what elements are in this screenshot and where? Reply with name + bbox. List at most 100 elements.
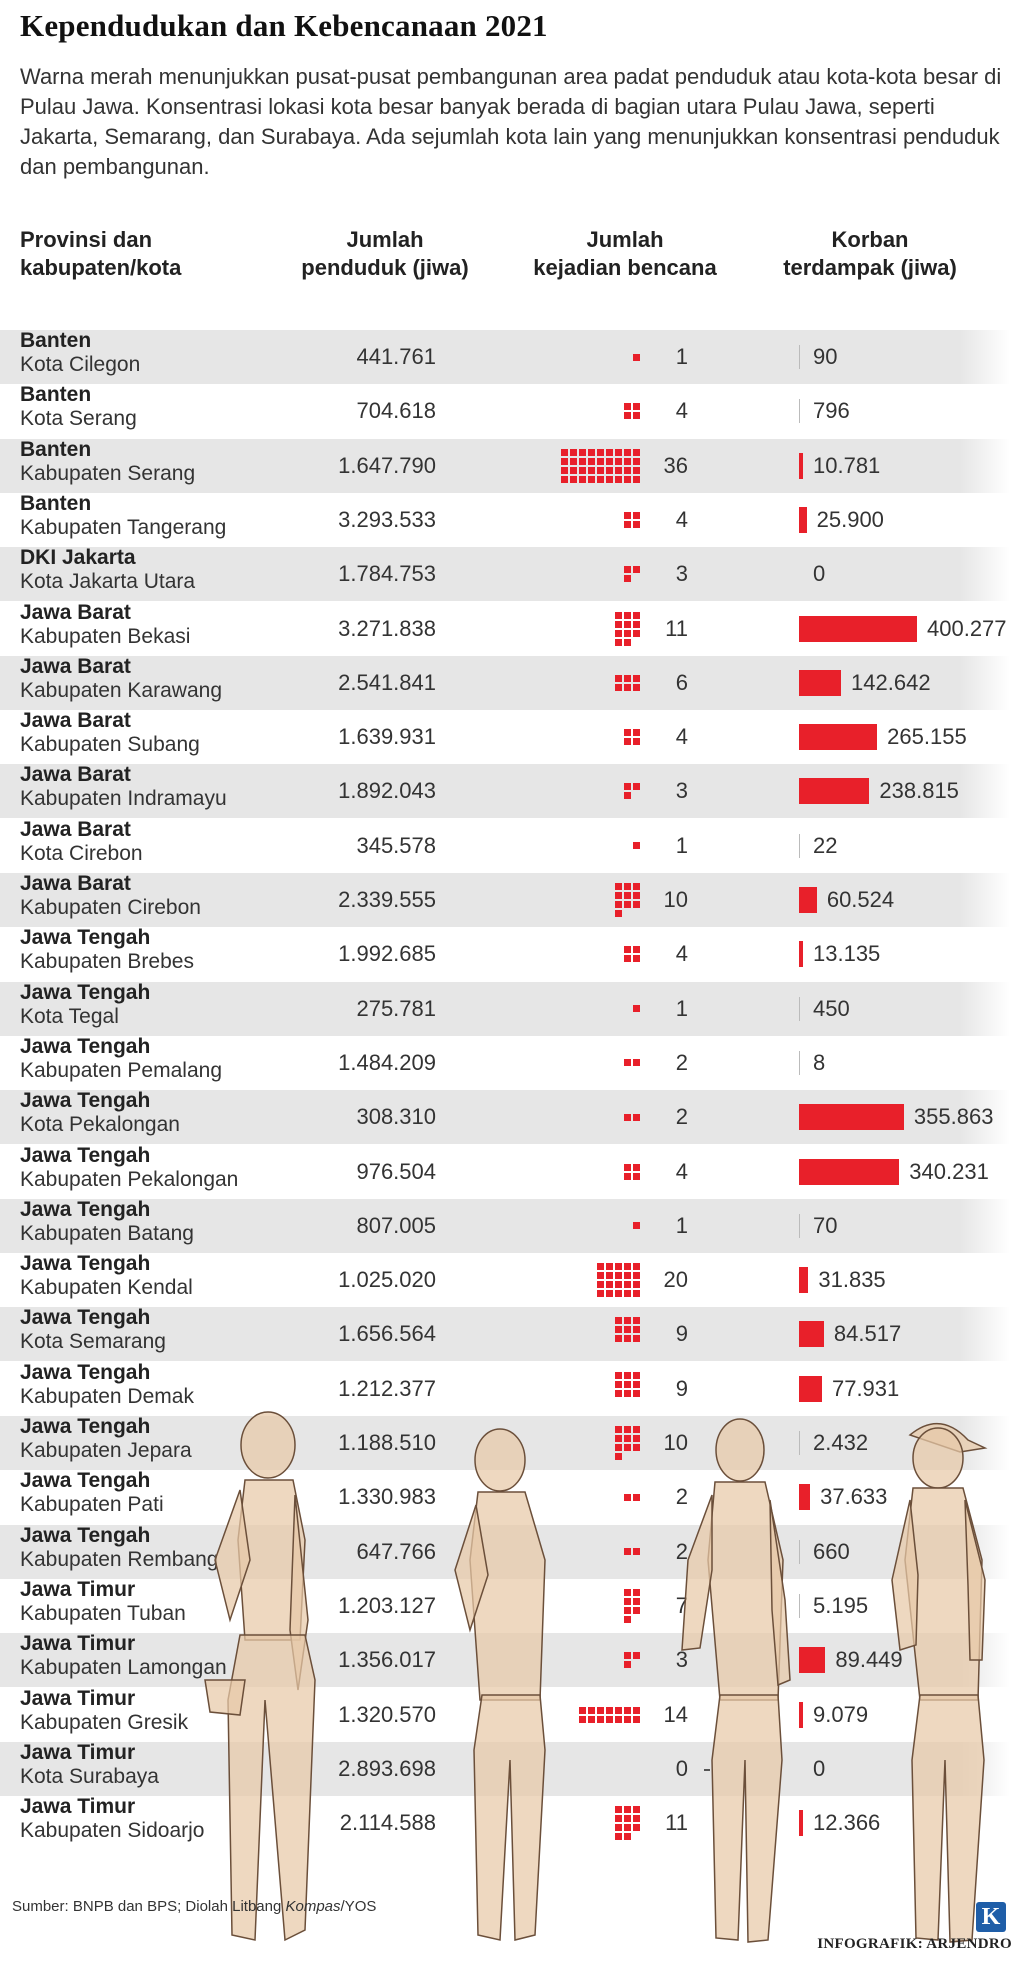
victims-bar bbox=[799, 1810, 803, 1837]
disaster-square bbox=[615, 1281, 622, 1289]
page-title: Kependudukan dan Kebencanaan 2021 bbox=[20, 8, 548, 43]
disaster-square bbox=[633, 1272, 640, 1280]
province-label: Jawa Timur bbox=[20, 1795, 136, 1819]
header-disasters: Jumlah kejadian bencana bbox=[505, 226, 745, 282]
province-label: Banten bbox=[20, 383, 92, 407]
disaster-square bbox=[606, 448, 613, 456]
region-label: Kota Surabaya bbox=[20, 1764, 159, 1788]
disaster-square bbox=[624, 575, 631, 583]
disaster-square bbox=[633, 520, 640, 528]
province-label: Jawa Tengah bbox=[20, 1089, 151, 1113]
disaster-square bbox=[615, 475, 622, 483]
disaster-square bbox=[615, 457, 622, 465]
disaster-square bbox=[624, 883, 631, 890]
victims-bar bbox=[799, 669, 842, 696]
disaster-square bbox=[615, 1453, 622, 1460]
disaster-square bbox=[624, 1815, 631, 1823]
disaster-square bbox=[615, 1326, 622, 1334]
region-label: Kota Cilegon bbox=[20, 353, 141, 376]
disaster-square bbox=[615, 620, 622, 628]
disaster-square bbox=[579, 457, 586, 465]
disaster-count: 3 bbox=[675, 1647, 688, 1673]
province-label: Jawa Timur bbox=[20, 1740, 136, 1764]
victims-value: 70 bbox=[813, 1212, 838, 1238]
province-label: Jawa Tengah bbox=[20, 1415, 151, 1438]
victims-value: 22 bbox=[813, 832, 838, 858]
disaster-count: 2 bbox=[675, 1049, 688, 1075]
victims-bar bbox=[799, 833, 800, 858]
disaster-square bbox=[597, 1715, 604, 1723]
region-label: Kota Cirebon bbox=[20, 841, 143, 865]
victims-value: 450 bbox=[813, 995, 850, 1021]
disaster-square bbox=[624, 466, 631, 474]
header-disasters-line1: Jumlah bbox=[586, 227, 664, 252]
disaster-square bbox=[624, 1597, 631, 1605]
disaster-square bbox=[624, 729, 631, 737]
province-label: Jawa Barat bbox=[20, 709, 131, 733]
disaster-count: 4 bbox=[675, 506, 688, 532]
disaster-count: 3 bbox=[675, 778, 688, 804]
region-label: Kabupaten Bekasi bbox=[20, 624, 191, 648]
region-label: Kabupaten Demak bbox=[20, 1384, 194, 1408]
region-label: Kota Tegal bbox=[20, 1004, 119, 1028]
disaster-square bbox=[615, 1815, 622, 1823]
victims-value: 2.432 bbox=[813, 1430, 869, 1455]
disaster-square bbox=[624, 792, 631, 800]
disaster-square bbox=[624, 1615, 631, 1623]
victims-value: 31.835 bbox=[818, 1267, 886, 1293]
disaster-square bbox=[633, 1335, 640, 1343]
disaster-square bbox=[615, 892, 622, 899]
victims-value: 265.155 bbox=[887, 724, 967, 750]
table-row: Jawa Barat Kabupaten Indramayu 1.892.043 3 2… bbox=[0, 763, 1024, 819]
disaster-square bbox=[615, 1371, 622, 1379]
disaster-square bbox=[633, 1281, 640, 1289]
disaster-square bbox=[615, 1435, 622, 1442]
disaster-square bbox=[615, 683, 622, 691]
disaster-square bbox=[570, 466, 577, 474]
disaster-square bbox=[624, 1426, 631, 1433]
population-value: 704.618 bbox=[356, 398, 436, 424]
region-label: Kabupaten Serang bbox=[20, 461, 196, 485]
table-row: Jawa Tengah Kabupaten Kendal 1.025.020 20 31… bbox=[0, 1252, 1024, 1307]
disaster-square bbox=[624, 1652, 631, 1660]
disaster-square bbox=[633, 511, 640, 519]
disaster-square bbox=[633, 1317, 640, 1325]
victims-value: 0 bbox=[813, 1755, 826, 1781]
disaster-square bbox=[606, 466, 613, 474]
region-label: Kabupaten Pemalang bbox=[20, 1058, 222, 1082]
header-region: Provinsi dan kabupaten/kota bbox=[20, 226, 181, 282]
victims-value: 89.449 bbox=[835, 1647, 903, 1673]
disaster-count: 1 bbox=[675, 995, 688, 1021]
disaster-square bbox=[597, 475, 604, 483]
disaster-square bbox=[624, 1444, 631, 1451]
disaster-square bbox=[615, 1806, 622, 1814]
region-label: Kabupaten Cirebon bbox=[20, 896, 201, 919]
disaster-square bbox=[615, 1833, 622, 1841]
province-label: Jawa Tengah bbox=[20, 980, 151, 1004]
population-value: 1.784.753 bbox=[338, 561, 436, 587]
disaster-square bbox=[633, 901, 640, 908]
disaster-square bbox=[579, 466, 586, 474]
table-row: Jawa Barat Kabupaten Karawang 2.541.841 6 14… bbox=[0, 655, 1024, 710]
table-row: Jawa Tengah Kabupaten Batang 807.005 1 70 bbox=[0, 1198, 1024, 1253]
population-value: 308.310 bbox=[356, 1104, 436, 1130]
population-value: 1.188.510 bbox=[338, 1430, 436, 1455]
disaster-square bbox=[633, 620, 640, 628]
table-row: Jawa Tengah Kabupaten Pemalang 1.484.209 2 8 bbox=[0, 1035, 1024, 1090]
disaster-square bbox=[633, 1263, 640, 1271]
population-value: 2.541.841 bbox=[338, 669, 436, 695]
disaster-square bbox=[624, 1706, 631, 1714]
victims-value: 796 bbox=[813, 398, 850, 424]
disaster-square bbox=[624, 683, 631, 691]
table-row: Banten Kota Serang 704.618 4 796 bbox=[0, 383, 1024, 438]
table-row: Banten Kota Cilegon 441.761 1 90 bbox=[0, 329, 1024, 384]
victims-bar bbox=[799, 1267, 809, 1294]
table-row: Jawa Timur Kabupaten Gresik 1.320.570 14 9.0… bbox=[0, 1687, 1024, 1742]
victims-value: 142.642 bbox=[851, 669, 931, 695]
disaster-square bbox=[606, 1281, 613, 1289]
disaster-square bbox=[624, 638, 631, 646]
disaster-square bbox=[579, 448, 586, 456]
table-row: Jawa Tengah Kabupaten Demak 1.212.377 9 77.9… bbox=[0, 1361, 1024, 1416]
disaster-square bbox=[624, 1435, 631, 1442]
disaster-square bbox=[606, 457, 613, 465]
